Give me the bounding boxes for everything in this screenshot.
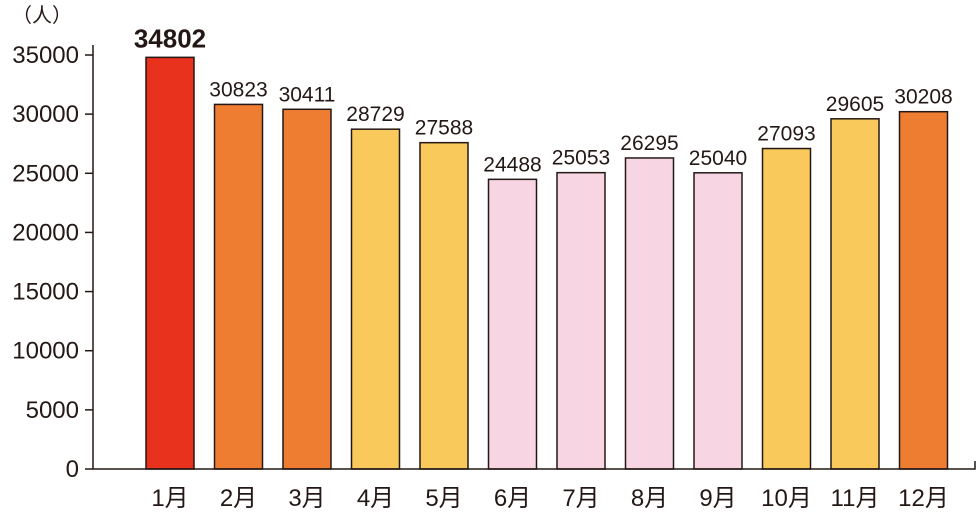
bar bbox=[693, 172, 743, 470]
x-tick-label: 12月 bbox=[898, 485, 949, 512]
y-tick-label: 10000 bbox=[12, 338, 79, 365]
bar bbox=[761, 147, 812, 470]
axes bbox=[92, 45, 976, 470]
data-label: 27588 bbox=[415, 117, 473, 140]
y-axis-unit-label: （人） bbox=[12, 3, 72, 27]
bar bbox=[213, 103, 264, 470]
bar bbox=[350, 128, 401, 470]
data-label: 30411 bbox=[279, 83, 336, 106]
x-tick-label: 1月 bbox=[151, 485, 188, 512]
data-label: 24488 bbox=[483, 153, 541, 176]
data-label: 30823 bbox=[209, 78, 267, 101]
y-tick-label: 30000 bbox=[12, 101, 79, 128]
x-tick-label: 11月 bbox=[831, 485, 880, 512]
y-tick-label: 5000 bbox=[26, 397, 79, 424]
bar bbox=[898, 110, 949, 470]
data-label: 34802 bbox=[134, 23, 206, 53]
x-tick-label: 6月 bbox=[494, 485, 531, 512]
data-label: 25040 bbox=[689, 147, 747, 170]
y-tick-label: 35000 bbox=[12, 42, 79, 69]
x-axis-labels: 1月 2月 3月 4月 5月 6月 7月 8月 9月 10月 11月 12月 bbox=[151, 485, 949, 512]
x-tick-label: 4月 bbox=[357, 485, 394, 512]
data-labels: 34802 30823 30411 28729 27588 24488 25053 26295… bbox=[134, 23, 953, 176]
y-tick-label: 20000 bbox=[12, 219, 79, 246]
bar bbox=[145, 56, 195, 470]
bar bbox=[556, 171, 606, 470]
x-tick-label: 8月 bbox=[631, 485, 668, 512]
bar bbox=[487, 178, 538, 470]
x-tick-label: 7月 bbox=[562, 485, 599, 512]
data-label: 26295 bbox=[620, 132, 678, 155]
y-tick-label: 0 bbox=[66, 456, 79, 483]
data-label: 27093 bbox=[757, 123, 815, 146]
data-label: 28729 bbox=[346, 103, 404, 126]
y-tick-label: 25000 bbox=[12, 160, 79, 187]
x-tick-label: 5月 bbox=[425, 485, 462, 512]
bars bbox=[145, 56, 949, 470]
bar bbox=[419, 141, 469, 470]
x-tick-label: 3月 bbox=[288, 485, 325, 512]
bar bbox=[624, 157, 675, 470]
y-tick-label: 15000 bbox=[12, 279, 79, 306]
data-label: 29605 bbox=[826, 93, 884, 116]
x-tick-label: 2月 bbox=[220, 485, 257, 512]
x-tick-label: 10月 bbox=[761, 485, 812, 512]
y-axis-ticks: 0 5000 10000 15000 20000 25000 30000 35000 bbox=[12, 42, 93, 483]
x-tick-label: 9月 bbox=[699, 485, 736, 512]
bar bbox=[282, 108, 332, 470]
data-label: 30208 bbox=[894, 86, 952, 109]
data-label: 25053 bbox=[552, 147, 610, 170]
bar bbox=[830, 118, 880, 470]
